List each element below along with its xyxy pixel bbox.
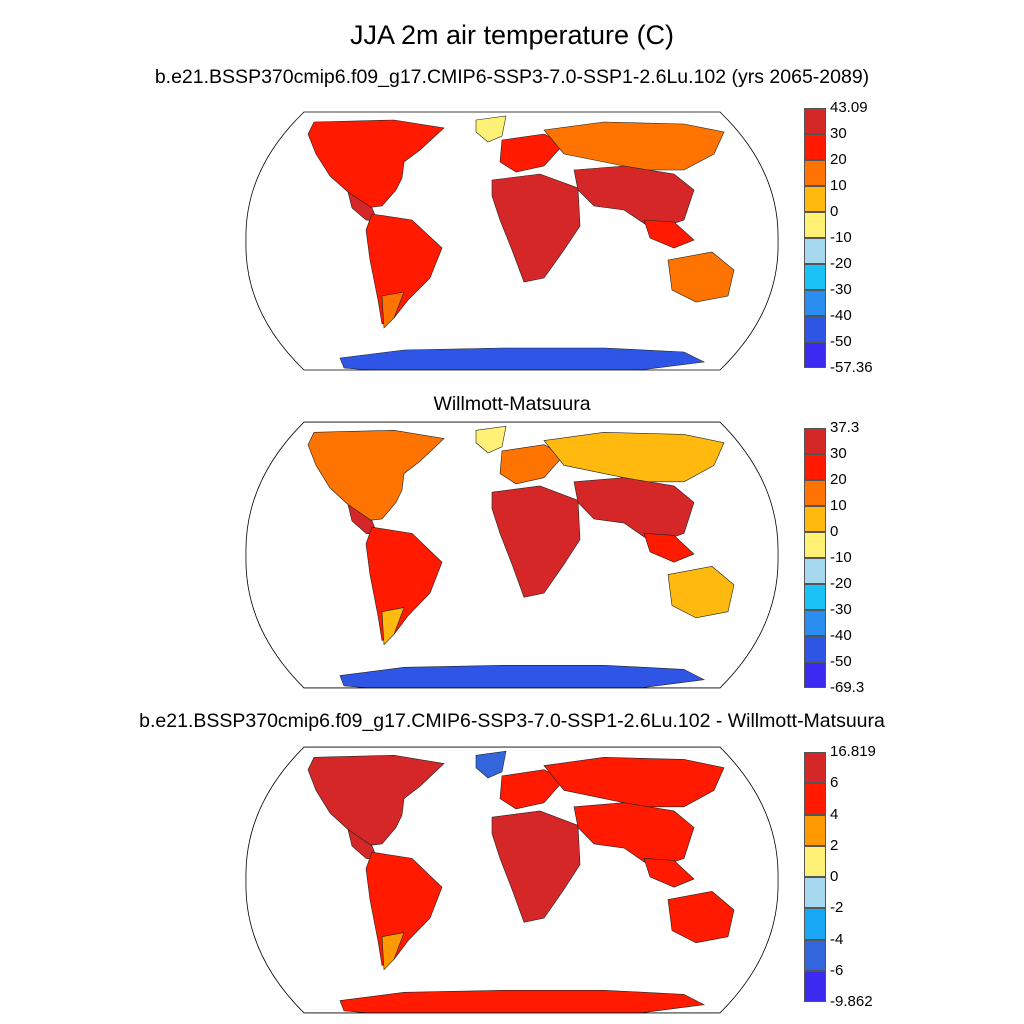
colorbar-segment: [804, 480, 826, 506]
colorbar-segment: [804, 662, 826, 688]
colorbar-segment: [804, 342, 826, 368]
colorbar-tick-label: -40: [830, 307, 852, 324]
south-america-south-region: [381, 607, 405, 646]
colorbar-segment: [804, 845, 826, 877]
colorbar-segment: [804, 610, 826, 636]
colorbar-tick-label: 2: [830, 836, 839, 854]
greenland-region: [475, 425, 507, 454]
colorbar-tick-label: -57.36: [830, 359, 873, 376]
russia-region: [543, 757, 725, 808]
colorbar-tick-label: -30: [830, 281, 852, 298]
colorbar-segment: [804, 264, 826, 290]
colorbar-segment: [804, 238, 826, 264]
map-outline: [245, 421, 779, 689]
map-outline: [245, 746, 779, 1014]
colorbar-segment: [804, 532, 826, 558]
colorbar-tick-label: -69.3: [830, 679, 865, 696]
colorbar-tick-label: 6: [830, 774, 839, 792]
colorbar-tick-label: 43.09: [830, 99, 868, 116]
antarctica-region: [339, 664, 706, 688]
colorbar-tick-label: 20: [830, 151, 847, 168]
map-outline: [245, 111, 779, 371]
colorbar-segment: [804, 186, 826, 212]
north-america-region: [307, 754, 445, 847]
colorbar-segment: [804, 108, 826, 134]
australia-region: [667, 251, 735, 303]
panel-1-title: b.e21.BSSP370cmip6.f09_g17.CMIP6-SSP3-7.…: [154, 66, 870, 88]
colorbar-tick-label: -20: [830, 255, 852, 272]
colorbar-segment: [804, 877, 826, 909]
colorbar-segment: [804, 212, 826, 238]
greenland-region: [475, 115, 507, 143]
colorbar-segment: [804, 939, 826, 971]
panel-3-map: [245, 746, 779, 1014]
colorbar-segment: [804, 454, 826, 480]
colorbar-segment: [804, 160, 826, 186]
australia-region: [667, 566, 735, 619]
south-america-south-region: [381, 291, 405, 329]
colorbar-tick-label: 0: [830, 868, 839, 885]
panel-2-colorbar: 37.3 30 20 10 0 -10 -20 -30 -40 -50 -69.3: [804, 419, 904, 696]
panel-2-title: Willmott-Matsuura: [433, 393, 591, 415]
greenland-region: [475, 750, 507, 779]
colorbar-segment: [804, 290, 826, 316]
colorbar-segment: [804, 558, 826, 584]
colorbar-tick-label: 30: [830, 445, 847, 462]
colorbar-tick-label: 20: [830, 471, 847, 488]
colorbar-segment: [804, 316, 826, 342]
colorbar-segment: [804, 428, 826, 454]
colorbar-tick-label: -30: [830, 601, 852, 618]
colorbar-tick-label: -4: [830, 930, 844, 948]
antarctica-region: [339, 989, 706, 1013]
panel-1-colorbar: 43.09 30 20 10 0 -10 -20 -30 -40 -50 -57.36: [804, 99, 904, 376]
north-america-region: [307, 429, 445, 522]
russia-region: [543, 121, 725, 171]
africa-region: [491, 485, 581, 598]
colorbar-tick-label: 37.3: [830, 419, 860, 436]
southeast-asia-region: [643, 533, 695, 563]
colorbar-tick-label: -50: [830, 653, 852, 670]
panel-2-map: [245, 421, 779, 689]
europe-region: [499, 133, 565, 173]
africa-region: [491, 810, 581, 923]
colorbar-tick-label: 10: [830, 177, 847, 194]
panel-3-colorbar: 16.819 6 4 2 0 -2 -4 -6 -9.862: [804, 743, 904, 1010]
russia-region: [543, 432, 725, 483]
colorbar-tick-label: -6: [830, 961, 844, 979]
colorbar-segment: [804, 908, 826, 940]
colorbar-segment: [804, 584, 826, 610]
colorbar-tick-label: 0: [830, 203, 839, 220]
colorbar-tick-label: -10: [830, 229, 852, 246]
colorbar-tick-label: -10: [830, 549, 852, 566]
colorbar-tick-label: -40: [830, 627, 852, 644]
southeast-asia-region: [643, 219, 695, 249]
colorbar-segment: [804, 970, 826, 1002]
colorbar-tick-label: 30: [830, 125, 847, 142]
panel-1-map: [245, 111, 779, 371]
colorbar-segment: [804, 814, 826, 846]
figure-title: JJA 2m air temperature (C): [349, 20, 675, 50]
colorbar-segment: [804, 134, 826, 160]
colorbar-tick-label: 10: [830, 497, 847, 514]
australia-region: [667, 891, 735, 944]
colorbar-segment: [804, 636, 826, 662]
colorbar-tick-label: -50: [830, 333, 852, 350]
colorbar-tick-label: 0: [830, 523, 839, 540]
europe-region: [499, 444, 565, 485]
colorbar-segment: [804, 506, 826, 532]
north-america-region: [307, 119, 445, 209]
colorbar-segment: [804, 783, 826, 815]
colorbar-tick-label: 16.819: [830, 743, 876, 760]
colorbar-tick-label: -9.862: [830, 993, 873, 1010]
southeast-asia-region: [643, 858, 695, 888]
panel-3-title: b.e21.BSSP370cmip6.f09_g17.CMIP6-SSP3-7.…: [139, 710, 885, 732]
antarctica-region: [339, 347, 706, 370]
africa-region: [491, 173, 581, 283]
colorbar-tick-label: -2: [830, 899, 844, 917]
colorbar-segment: [804, 752, 826, 784]
europe-region: [499, 769, 565, 810]
colorbar-tick-label: -20: [830, 575, 852, 592]
south-america-south-region: [381, 932, 405, 971]
colorbar-tick-label: 4: [830, 805, 839, 823]
